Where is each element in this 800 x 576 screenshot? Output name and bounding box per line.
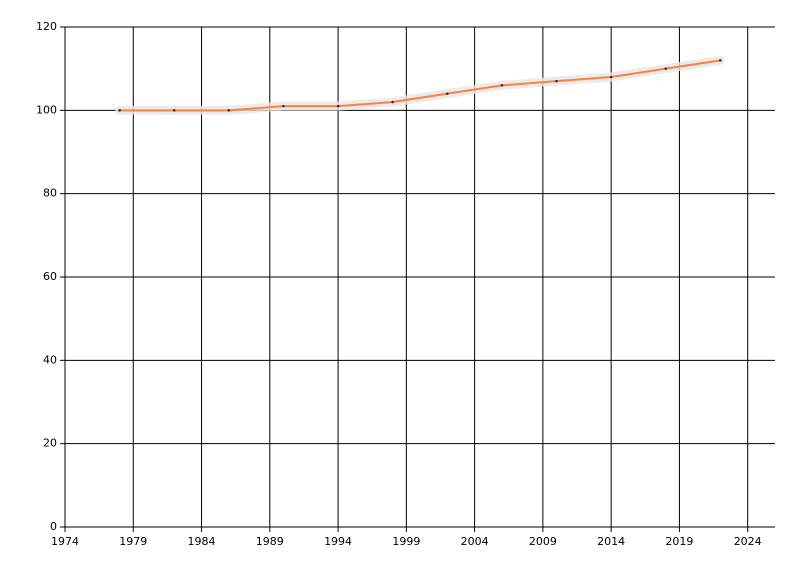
- line: [119, 59, 721, 112]
- x-tick-label: 1989: [256, 535, 284, 548]
- x-tick-label: 1984: [188, 535, 216, 548]
- point: [172, 109, 176, 112]
- point: [555, 79, 558, 83]
- x-tick-label: 2024: [734, 535, 762, 548]
- x-tick-label: 1979: [119, 535, 147, 548]
- point: [664, 67, 668, 70]
- point: [719, 59, 722, 62]
- x-tick-label: 1974: [51, 535, 79, 548]
- x-tick-label: 2014: [597, 535, 625, 548]
- line-halo: [115, 55, 725, 115]
- y-tick-label: 80: [43, 187, 57, 200]
- point: [446, 92, 449, 95]
- x-tick-label: 2019: [665, 535, 693, 548]
- x-tick-label: 2004: [461, 535, 489, 548]
- point: [609, 75, 613, 79]
- y-tick-label: 0: [50, 520, 57, 533]
- y-tick-label: 60: [43, 270, 57, 283]
- point: [500, 84, 504, 87]
- x-tick-label: 1994: [324, 535, 352, 548]
- y-tick-label: 40: [43, 353, 57, 366]
- y-tick-label: 120: [36, 20, 57, 33]
- point: [282, 104, 285, 108]
- x-tick-label: 1999: [392, 535, 420, 548]
- y-tick-label: 100: [36, 103, 57, 116]
- x-tick-label: 2009: [529, 535, 557, 548]
- point: [118, 109, 121, 112]
- point: [227, 109, 231, 112]
- y-tick-label: 20: [43, 437, 57, 450]
- point: [336, 104, 340, 108]
- point: [391, 100, 394, 104]
